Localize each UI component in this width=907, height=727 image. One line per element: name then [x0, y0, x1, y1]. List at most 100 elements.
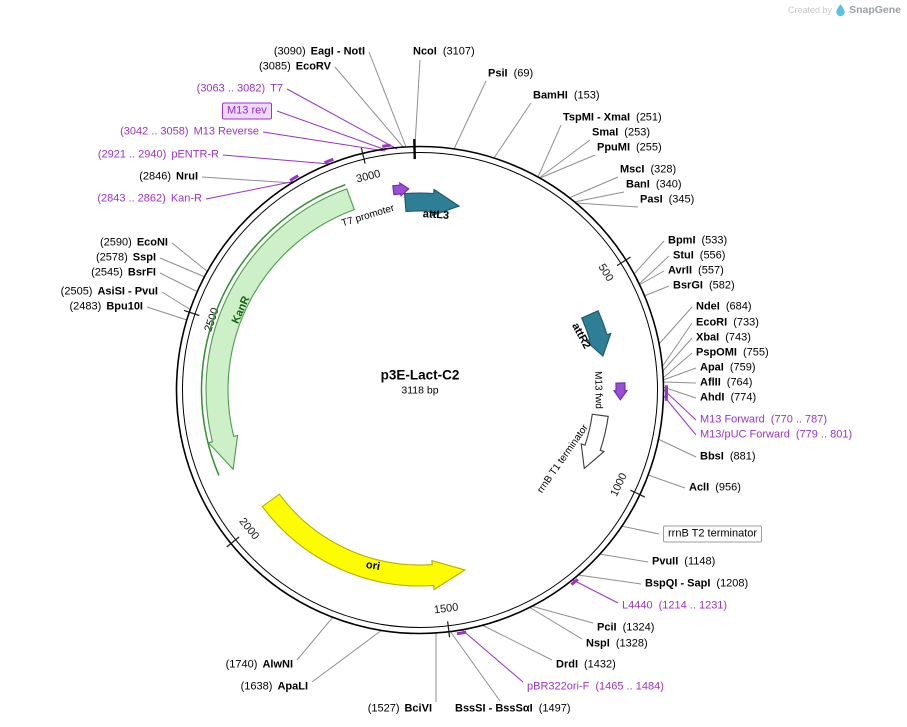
site-name: BspQI - SapI: [645, 577, 711, 590]
site-position: (3107): [442, 45, 475, 58]
site-position: (582): [708, 279, 735, 292]
leader-line: [661, 337, 693, 373]
site-name: M13 rev: [227, 104, 267, 117]
site-position: (774): [730, 391, 757, 404]
site-label-psii: PsiI (69): [488, 67, 533, 82]
leader-line: [262, 131, 386, 152]
leader-line: [657, 438, 697, 458]
site-position: (733): [733, 316, 759, 329]
site-position: (770 .. 787): [770, 413, 828, 426]
feature-label-m13-fwd: M13 fwd: [592, 371, 604, 409]
leader-line: [528, 606, 583, 640]
site-position: (1148): [684, 555, 716, 568]
site-label-pspomi: PspOMI (755): [696, 346, 769, 361]
site-label-ecori: EcoRI (733): [696, 316, 759, 331]
leader-line: [638, 255, 670, 285]
site-label-bspqi-sapi: BspQI - SapI (1208): [645, 577, 748, 592]
site-position: (2578): [95, 251, 128, 264]
site-position: (153): [573, 89, 600, 102]
primer-mark: [382, 143, 391, 148]
leader-line: [159, 272, 199, 293]
site-label-avrii: AvrII (557): [668, 264, 724, 279]
site-name: BciVI: [404, 702, 432, 715]
scale-tick-3000: [360, 147, 366, 164]
site-position: (1324): [622, 621, 655, 634]
site-position: (2545): [91, 266, 123, 279]
site-label-ahdi: AhdI (774): [700, 391, 756, 406]
site-name: L4440: [622, 599, 653, 612]
site-name: NspI: [586, 637, 610, 650]
scale-label-500: 500: [596, 262, 616, 284]
site-name: AvrII: [668, 264, 693, 277]
leader-line: [662, 388, 697, 421]
site-label-eagi-noti: (3090) EagI - NotI: [274, 45, 365, 60]
site-position: (1497): [538, 702, 571, 715]
primer-mark: [289, 174, 299, 182]
site-name: NruI: [176, 170, 198, 183]
site-name: Bpu10I: [106, 300, 143, 313]
site-position: (253): [624, 126, 650, 139]
site-position: (1465 .. 1484): [595, 680, 664, 693]
site-label-pentr-r: (2921 .. 2940) pENTR-R: [98, 148, 219, 163]
site-name: SspI: [132, 251, 156, 264]
site-label-pasi: PasI (345): [640, 193, 694, 208]
leader-line: [296, 616, 334, 661]
plasmid-backbone-outer: [175, 145, 665, 635]
site-position: (2921 .. 2940): [97, 148, 167, 161]
site-label-econi: (2590) EcoNI: [100, 236, 168, 251]
site-position: (1432): [584, 658, 616, 671]
site-name: StuI: [673, 249, 694, 262]
leader-line: [662, 381, 697, 384]
site-label-nrui: (2846) NruI: [139, 170, 198, 185]
leader-line: [460, 628, 524, 683]
site-name: pENTR-R: [171, 148, 219, 161]
primer-mark: [456, 630, 467, 636]
leader-line: [661, 322, 693, 368]
site-label-ncoi: NcoI (3107): [413, 45, 475, 60]
leader-line: [146, 306, 188, 321]
leader-line: [205, 180, 297, 200]
site-position: (3090): [273, 45, 306, 58]
plasmid-title-block: p3E-Lact-C2 3118 bp: [381, 368, 460, 397]
site-name: pBR322ori-F: [527, 680, 590, 693]
site-position: (69): [513, 67, 534, 80]
feature-label-ori: ori: [365, 558, 381, 574]
site-name: rrnB T2 terminator: [668, 527, 758, 540]
site-label-l4440: L4440 (1214 .. 1231): [622, 599, 727, 614]
leader-line: [662, 394, 697, 436]
site-name: PpuMI: [597, 141, 630, 154]
leader-line: [493, 102, 532, 159]
snapgene-logo-icon: [836, 4, 845, 16]
plasmid-name: p3E-Lact-C2: [380, 367, 460, 383]
leader-line: [276, 110, 387, 151]
site-label-bamhi: BamHI (153): [533, 89, 600, 104]
site-label-apali: (1638) ApaLI: [241, 680, 308, 695]
site-position: (1638): [240, 680, 273, 693]
site-name: BbsI: [700, 450, 724, 463]
feature-attr2: [580, 309, 612, 358]
site-position: (345): [668, 193, 695, 206]
site-label-xbai: XbaI (743): [696, 331, 751, 346]
site-name: PvuII: [652, 555, 679, 568]
scale-tick-2500: [183, 309, 200, 317]
site-label-m13-puc-forward: M13/pUC Forward (779 .. 801): [700, 428, 852, 443]
site-name: MscI: [620, 163, 645, 176]
site-label-rrnb-t2-terminator: rrnB T2 terminator: [663, 525, 763, 543]
site-position: (743): [725, 331, 751, 344]
kanr-gene-arc: [200, 183, 346, 476]
site-position: (755): [742, 346, 769, 359]
site-name: M13/pUC Forward: [700, 428, 790, 441]
feature-m13-fwd: [612, 382, 629, 401]
leader-line: [538, 139, 591, 179]
site-label-apai: ApaI (759): [700, 361, 756, 376]
leader-line: [171, 242, 209, 273]
leader-line: [414, 59, 421, 146]
site-position: (557): [698, 264, 724, 277]
site-name: M13 Reverse: [193, 125, 259, 138]
site-name: AsiSI - PvuI: [97, 285, 158, 298]
leader-line: [286, 88, 398, 150]
site-label-ecorv: (3085) EcoRV: [259, 60, 331, 75]
site-position: (956): [715, 481, 741, 494]
site-label-asisi-pvui: (2505) AsiSI - PvuI: [61, 285, 158, 300]
site-name: DrdI: [556, 658, 578, 671]
